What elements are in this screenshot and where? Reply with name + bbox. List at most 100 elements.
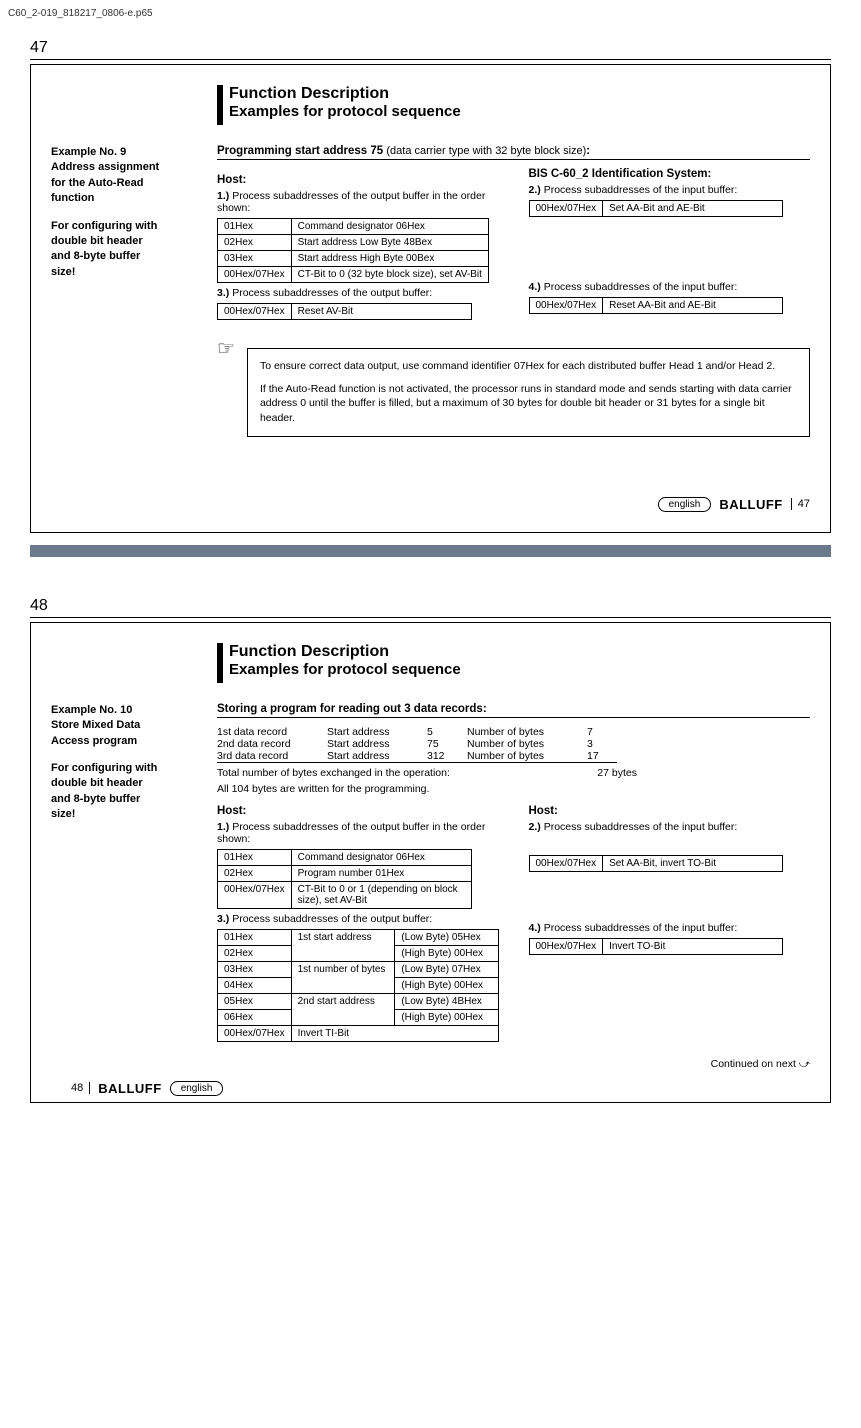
sidebar-example: Example No. 9 Address assignment for the… <box>51 145 201 437</box>
brand-label: BALLUFF <box>98 1081 161 1096</box>
page-frame: Function Description Examples for protoc… <box>30 622 831 1103</box>
total-value: 27 bytes <box>597 767 637 779</box>
sidebar-example: Example No. 10 Store Mixed Data Access p… <box>51 703 201 1071</box>
cell: 01Hex <box>218 219 292 235</box>
storing-title: Storing a program for reading out 3 data… <box>217 703 810 718</box>
cell: (Low Byte) 05Hex <box>395 929 498 945</box>
sidebar-text: Example No. 10 <box>51 703 201 718</box>
note-icon: ☞ <box>217 336 235 361</box>
input-table-4: 00Hex/07HexReset AA-Bit and AE-Bit <box>529 297 784 314</box>
step-2: 2.) Process subaddresses of the input bu… <box>529 184 811 196</box>
step-4: 4.) Process subaddresses of the input bu… <box>529 281 811 293</box>
cell: Start address <box>327 726 427 738</box>
footer-page-num: 48 <box>71 1082 90 1094</box>
brand-label: BALLUFF <box>719 497 782 512</box>
cell: Set AA-Bit, invert TO-Bit <box>603 855 783 871</box>
sidebar-text: For configuring with <box>51 219 201 234</box>
step-3: 3.) Process subaddresses of the output b… <box>217 913 499 925</box>
cell: 3 <box>587 738 617 750</box>
sidebar-text: double bit header <box>51 776 201 791</box>
cell: 1st number of bytes <box>291 961 395 993</box>
cell: Start address <box>327 750 427 763</box>
page-footer: english BALLUFF 47 <box>51 497 810 512</box>
sidebar-text: Access program <box>51 734 201 749</box>
cell: 00Hex/07Hex <box>529 855 603 871</box>
header-line2: Examples for protocol sequence <box>229 661 461 678</box>
cell: CT-Bit to 0 or 1 (depending on block siz… <box>291 881 471 908</box>
cell: 00Hex/07Hex <box>218 1025 292 1041</box>
header-bar <box>217 643 223 683</box>
output-table-1: 01HexCommand designator 06Hex 02HexStart… <box>217 218 489 283</box>
cell: 04Hex <box>218 977 292 993</box>
all-written: All 104 bytes are written for the progra… <box>217 783 810 795</box>
cell: 06Hex <box>218 1009 292 1025</box>
file-path: C60_2-019_818217_0806-e.p65 <box>0 0 861 19</box>
prog-title: Programming start address 75 (data carri… <box>217 145 810 160</box>
cell: 00Hex/07Hex <box>529 201 603 217</box>
page-number-top: 48 <box>30 597 831 618</box>
header-line2: Examples for protocol sequence <box>229 103 461 120</box>
step-1: 1.) Process subaddresses of the output b… <box>217 190 499 214</box>
cell: 312 <box>427 750 467 763</box>
note-p2: If the Auto-Read function is not activat… <box>260 382 797 426</box>
cell: (Low Byte) 07Hex <box>395 961 498 977</box>
cell: 03Hex <box>218 961 292 977</box>
cell: 00Hex/07Hex <box>218 304 292 320</box>
cell: Program number 01Hex <box>291 865 471 881</box>
page-frame: Function Description Examples for protoc… <box>30 64 831 533</box>
output-table-3: 00Hex/07HexReset AV-Bit <box>217 303 472 320</box>
sidebar-text: size! <box>51 807 201 822</box>
cell: 03Hex <box>218 251 292 267</box>
cell: 02Hex <box>218 865 292 881</box>
page-47: 47 Function Description Examples for pro… <box>30 39 831 557</box>
sidebar-text: double bit header <box>51 234 201 249</box>
prog-title-colon: : <box>586 145 590 157</box>
step-3: 3.) Process subaddresses of the output b… <box>217 287 499 299</box>
note-p1: To ensure correct data output, use comma… <box>260 359 797 374</box>
step-1: 1.) Process subaddresses of the output b… <box>217 821 499 845</box>
cell: Command designator 06Hex <box>291 849 471 865</box>
cell: (High Byte) 00Hex <box>395 977 498 993</box>
sidebar-text: Store Mixed Data <box>51 718 201 733</box>
host-label: Host: <box>217 174 499 186</box>
page-number-top: 47 <box>30 39 831 60</box>
sidebar-text: for the Auto-Read <box>51 176 201 191</box>
cell: 75 <box>427 738 467 750</box>
cell: 02Hex <box>218 945 292 961</box>
sidebar-text: Example No. 9 <box>51 145 201 160</box>
cell: 00Hex/07Hex <box>529 938 603 954</box>
sidebar-text: Address assignment <box>51 160 201 175</box>
cell: Reset AA-Bit and AE-Bit <box>603 298 783 314</box>
continued-text: Continued on next ⤻ <box>217 1058 810 1071</box>
sidebar-text: and 8-byte buffer <box>51 792 201 807</box>
cell: CT-Bit to 0 (32 byte block size), set AV… <box>291 267 488 283</box>
header-line1: Function Description <box>229 85 461 103</box>
cell: Start address Low Byte 48Bex <box>291 235 488 251</box>
cell: Number of bytes <box>467 726 587 738</box>
header-bar <box>217 85 223 125</box>
sidebar-text: and 8-byte buffer <box>51 249 201 264</box>
input-table-2: 00Hex/07HexSet AA-Bit and AE-Bit <box>529 200 784 217</box>
cell: 2nd start address <box>291 993 395 1025</box>
cell: 00Hex/07Hex <box>529 298 603 314</box>
cell: 05Hex <box>218 993 292 1009</box>
input-table-2: 00Hex/07HexSet AA-Bit, invert TO-Bit <box>529 855 784 872</box>
page-footer: 48 BALLUFF english <box>51 1081 810 1096</box>
step-2: 2.) Process subaddresses of the input bu… <box>529 821 811 833</box>
output-table-1: 01HexCommand designator 06Hex 02HexProgr… <box>217 849 472 909</box>
cell: Start address <box>327 738 427 750</box>
step-4: 4.) Process subaddresses of the input bu… <box>529 922 811 934</box>
page-48: 48 Function Description Examples for pro… <box>30 597 831 1103</box>
section-header: Function Description Examples for protoc… <box>217 85 810 125</box>
prog-title-normal: (data carrier type with 32 byte block si… <box>386 145 586 157</box>
cell: (High Byte) 00Hex <box>395 1009 498 1025</box>
host-label: Host: <box>217 805 499 817</box>
lang-pill: english <box>170 1081 224 1096</box>
cell: 3rd data record <box>217 750 327 763</box>
cell: 1st data record <box>217 726 327 738</box>
footer-page-num: 47 <box>791 498 810 510</box>
header-line1: Function Description <box>229 643 461 661</box>
cell: Command designator 06Hex <box>291 219 488 235</box>
bottom-bar <box>30 545 831 557</box>
cell: 00Hex/07Hex <box>218 881 292 908</box>
